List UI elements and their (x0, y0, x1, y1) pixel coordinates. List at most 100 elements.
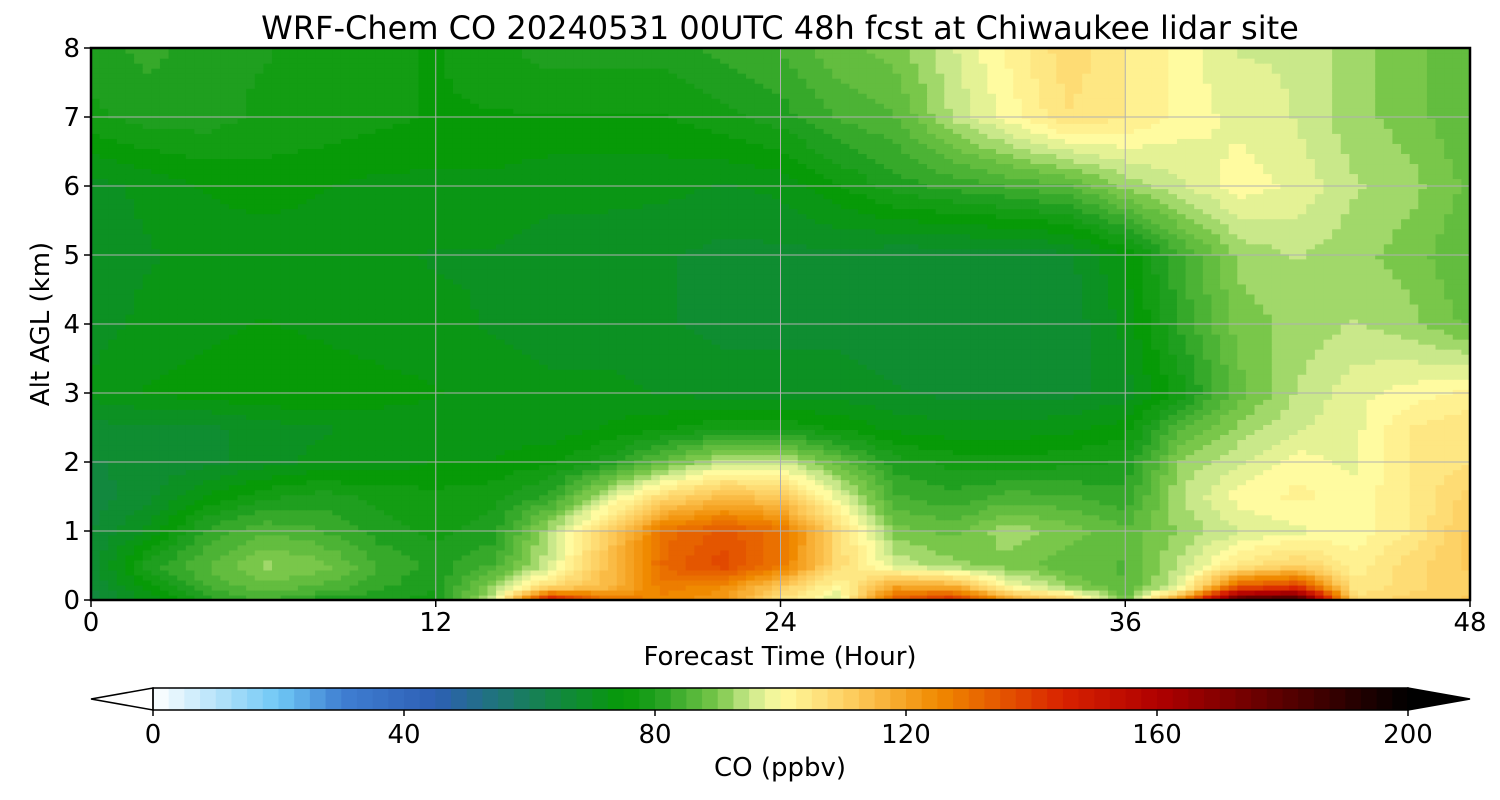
heatmap-cell (478, 549, 489, 556)
heatmap-cell (1314, 539, 1325, 546)
heatmap-cell (142, 519, 152, 526)
heatmap-cell (1444, 464, 1454, 471)
heatmap-cell (1237, 559, 1247, 566)
heatmap-cell (1452, 499, 1462, 506)
heatmap-cell (685, 589, 695, 596)
heatmap-cell (237, 484, 247, 491)
heatmap-cell (625, 559, 635, 566)
heatmap-cell (1306, 504, 1316, 511)
heatmap-cell (401, 499, 411, 506)
heatmap-cell (763, 449, 773, 456)
heatmap-cell (1409, 539, 1419, 546)
heatmap-cell (401, 564, 411, 571)
heatmap-cell (840, 519, 851, 526)
heatmap-cell (1375, 469, 1385, 476)
heatmap-cell (771, 544, 782, 551)
heatmap-cell (1021, 514, 1032, 521)
heatmap-cell (237, 509, 247, 516)
heatmap-cell (1349, 559, 1359, 566)
heatmap-cell (728, 584, 739, 591)
heatmap-cell (892, 469, 902, 476)
heatmap-cell (720, 544, 730, 551)
heatmap-cell (1254, 494, 1264, 501)
heatmap-cell (573, 479, 583, 486)
heatmap-cell (927, 444, 937, 451)
heatmap-cell (539, 449, 549, 456)
heatmap-cell (392, 494, 402, 501)
heatmap-cell (909, 449, 919, 456)
heatmap-cell (633, 529, 644, 536)
heatmap-cell (1332, 534, 1342, 541)
heatmap-cell (1323, 539, 1333, 546)
heatmap-cell (323, 524, 333, 531)
heatmap-cell (720, 584, 730, 591)
heatmap-cell (1349, 524, 1359, 531)
heatmap-cell (340, 489, 351, 496)
heatmap-cell (1133, 469, 1144, 476)
heatmap-cell (1073, 544, 1083, 551)
heatmap-cell (91, 569, 101, 576)
heatmap-cell (590, 554, 601, 561)
heatmap-cell (1435, 584, 1445, 591)
heatmap-cell (203, 554, 213, 561)
heatmap-cell (797, 449, 807, 456)
heatmap-cell (289, 444, 299, 451)
heatmap-cell (134, 584, 144, 591)
heatmap-cell (987, 554, 997, 561)
heatmap-cell (504, 514, 514, 521)
heatmap-cell (159, 559, 170, 566)
heatmap-cell (1047, 594, 1057, 600)
heatmap-cell (1314, 579, 1325, 586)
heatmap-cell (1401, 584, 1411, 591)
heatmap-cell (340, 534, 351, 541)
heatmap-cell (521, 569, 532, 576)
heatmap-cell (1366, 479, 1376, 486)
heatmap-cell (1271, 579, 1281, 586)
heatmap-cell (1030, 534, 1040, 541)
heatmap-cell (220, 454, 230, 461)
heatmap-cell (608, 554, 618, 561)
heatmap-cell (521, 484, 532, 491)
heatmap-cell (1409, 554, 1419, 561)
heatmap-cell (1030, 594, 1040, 600)
heatmap-cell (616, 474, 626, 481)
heatmap-cell (1245, 539, 1256, 546)
heatmap-cell (211, 439, 221, 446)
heatmap-cell (427, 524, 437, 531)
heatmap-cell (935, 524, 945, 531)
heatmap-cell (1340, 494, 1350, 501)
heatmap-cell (1383, 494, 1394, 501)
heatmap-cell (392, 464, 402, 471)
heatmap-cell (237, 544, 247, 551)
heatmap-cell (875, 509, 885, 516)
heatmap-cell (349, 589, 359, 596)
heatmap-cell (220, 439, 230, 446)
heatmap-cell (1383, 449, 1394, 456)
heatmap-cell (142, 499, 152, 506)
heatmap-cell (1108, 499, 1118, 506)
heatmap-cell (1090, 489, 1100, 496)
heatmap-cell (539, 514, 549, 521)
heatmap-cell (539, 499, 549, 506)
heatmap-cell (1004, 584, 1014, 591)
heatmap-cell (254, 554, 264, 561)
heatmap-cell (332, 509, 342, 516)
heatmap-cell (892, 519, 902, 526)
heatmap-cell (1082, 449, 1092, 456)
heatmap-cell (427, 514, 437, 521)
heatmap-cell (246, 564, 256, 571)
heatmap-cell (1237, 589, 1247, 596)
heatmap-cell (651, 554, 661, 561)
heatmap-cell (633, 474, 644, 481)
heatmap-cell (323, 484, 333, 491)
heatmap-cell (237, 499, 247, 506)
heatmap-cell (1366, 494, 1376, 501)
heatmap-cell (875, 519, 885, 526)
heatmap-cell (478, 554, 489, 561)
heatmap-cell (728, 564, 739, 571)
heatmap-cell (944, 489, 954, 496)
heatmap-cell (452, 564, 463, 571)
heatmap-cell (1418, 489, 1428, 496)
heatmap-cell (935, 509, 945, 516)
heatmap-cell (1366, 474, 1376, 481)
